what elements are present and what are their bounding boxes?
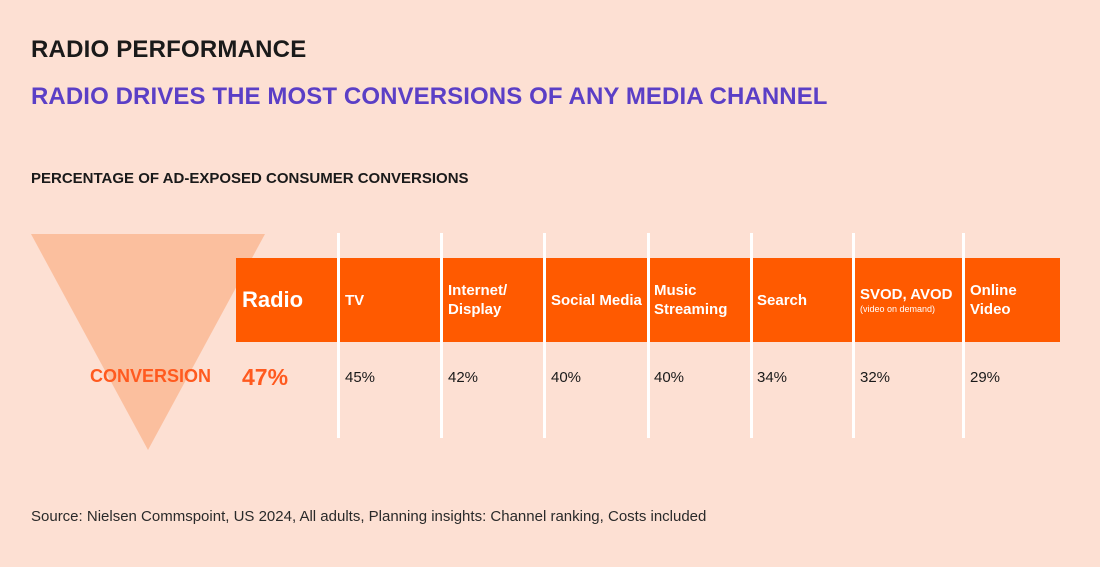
conversion-value: 32%: [860, 369, 891, 386]
channel-header-social-media: Social Media: [545, 258, 648, 342]
column-divider: [962, 233, 965, 438]
channel-label: Internet/ Display: [448, 282, 508, 318]
row-label-conversion: CONVERSION: [89, 366, 211, 386]
channel-label: Online Video: [970, 282, 1017, 318]
column-divider: [647, 233, 650, 438]
channel-label: Music Streaming: [654, 282, 728, 318]
page-subtitle: RADIO DRIVES THE MOST CONVERSIONS OF ANY…: [31, 83, 828, 110]
channel-label: TV: [345, 291, 365, 309]
source-note: Source: Nielsen Commspoint, US 2024, All…: [31, 508, 707, 525]
channel-header-internet-display: Internet/ Display: [442, 258, 545, 342]
conversion-value: 40%: [654, 369, 685, 386]
channel-label: Search: [757, 291, 808, 309]
conversion-value: 45%: [345, 369, 376, 386]
channel-label: Social Media: [551, 291, 642, 309]
funnel-shape: [31, 234, 265, 450]
column-divider: [440, 233, 443, 438]
channel-header-search: Search: [751, 258, 854, 342]
conversion-value: 40%: [551, 369, 582, 386]
channel-header-tv: TV: [339, 258, 442, 342]
conversion-value: 47%: [242, 364, 289, 390]
channel-header-online-video: Online Video: [964, 258, 1060, 342]
channel-label: SVOD, AVOD: [860, 286, 953, 303]
conversion-value: 29%: [970, 369, 1001, 386]
page-title: RADIO PERFORMANCE: [31, 36, 307, 63]
channel-note: (video on demand): [860, 304, 936, 314]
conversion-value: 42%: [448, 369, 479, 386]
channel-header-radio: Radio: [236, 258, 339, 342]
chart-title: PERCENTAGE OF AD-EXPOSED CONSUMER CONVER…: [31, 170, 469, 187]
column-divider: [750, 233, 753, 438]
column-divider: [337, 233, 340, 438]
channel-header-svod-avod: SVOD, AVOD (video on demand): [854, 258, 964, 342]
column-divider: [543, 233, 546, 438]
column-divider: [852, 233, 855, 438]
conversion-value: 34%: [757, 369, 788, 386]
channel-label: Radio: [242, 287, 304, 312]
channel-header-music-streaming: Music Streaming: [648, 258, 751, 342]
